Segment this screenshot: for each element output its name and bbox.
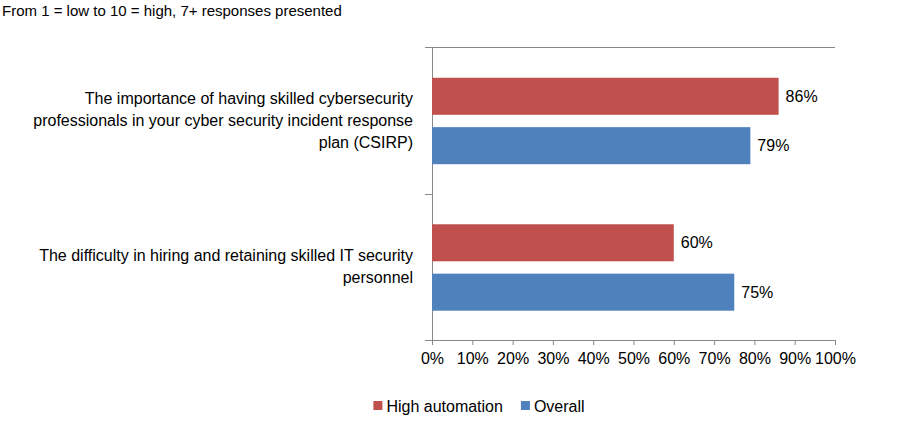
data-labels: 86% 60% 79% 75% xyxy=(681,88,818,301)
x-tick-label: 30% xyxy=(537,350,569,367)
x-tick-label: 10% xyxy=(457,350,489,367)
legend-label: High automation xyxy=(386,398,503,415)
plot-top-line xyxy=(432,47,835,48)
x-axis: 0% 10% 20% 30% 40% 50% 60% 70% 80% 90%100% xyxy=(421,340,856,367)
x-tick: 20% xyxy=(497,340,529,367)
category-label-line: personnel xyxy=(343,269,413,286)
x-tick-mark xyxy=(553,340,554,345)
x-tick-mark xyxy=(513,340,514,345)
x-tick-label: 40% xyxy=(578,350,610,367)
x-tick: 60% xyxy=(658,340,690,367)
x-tick: 40% xyxy=(578,340,610,367)
category-label: The difficulty in hiring and retaining s… xyxy=(39,247,413,286)
subtitle: From 1 = low to 10 = high, 7+ responses … xyxy=(2,2,342,19)
x-tick: 100% xyxy=(815,340,856,367)
category-label-line: professionals in your cyber security inc… xyxy=(33,112,413,129)
legend-swatch xyxy=(373,401,382,410)
data-label: 79% xyxy=(757,137,789,154)
x-tick-label: 80% xyxy=(739,350,771,367)
category-label-line: The difficulty in hiring and retaining s… xyxy=(39,247,413,264)
legend-item: Overall xyxy=(521,398,585,415)
x-tick: 80% xyxy=(739,340,771,367)
x-tick-mark xyxy=(432,340,433,345)
data-label: 86% xyxy=(786,88,818,105)
x-tick-mark xyxy=(714,340,715,345)
bar xyxy=(432,78,779,115)
x-tick: 70% xyxy=(699,340,731,367)
data-label: 60% xyxy=(681,234,713,251)
bars xyxy=(432,78,779,311)
x-tick-label: 0% xyxy=(421,350,444,367)
x-tick: 0% xyxy=(421,340,444,367)
y-axis-tick xyxy=(425,194,432,195)
x-tick-mark xyxy=(472,340,473,345)
x-tick-label: 70% xyxy=(699,350,731,367)
y-axis-tick xyxy=(425,340,432,341)
bar xyxy=(432,274,734,311)
data-label: 75% xyxy=(741,284,773,301)
bar xyxy=(432,224,674,261)
category-label: The importance of having skilled cyberse… xyxy=(33,90,413,151)
x-tick-mark xyxy=(593,340,594,345)
chart: From 1 = low to 10 = high, 7+ responses … xyxy=(0,0,918,432)
legend-item: High automation xyxy=(373,398,503,415)
x-tick-mark xyxy=(634,340,635,345)
x-tick: 10% xyxy=(457,340,489,367)
x-tick-mark xyxy=(674,340,675,345)
bar xyxy=(432,127,750,164)
x-tick-label: 100% xyxy=(815,350,856,367)
legend-label: Overall xyxy=(534,398,585,415)
legend-swatch xyxy=(521,401,530,410)
x-tick: 30% xyxy=(537,340,569,367)
x-tick-mark xyxy=(795,340,796,345)
x-axis-line xyxy=(433,341,836,346)
category-label-line: plan (CSIRP) xyxy=(319,134,413,151)
x-tick: 90% xyxy=(779,340,811,367)
x-tick-label: 20% xyxy=(497,350,529,367)
x-tick-label: 90% xyxy=(779,350,811,367)
legend: High automation Overall xyxy=(373,398,584,415)
x-tick: 50% xyxy=(618,340,650,367)
x-tick-label: 50% xyxy=(618,350,650,367)
x-tick-mark xyxy=(754,340,755,345)
x-tick-label: 60% xyxy=(658,350,690,367)
category-label-line: The importance of having skilled cyberse… xyxy=(85,90,413,107)
y-axis-tick xyxy=(425,47,432,48)
x-tick-mark xyxy=(835,340,836,345)
